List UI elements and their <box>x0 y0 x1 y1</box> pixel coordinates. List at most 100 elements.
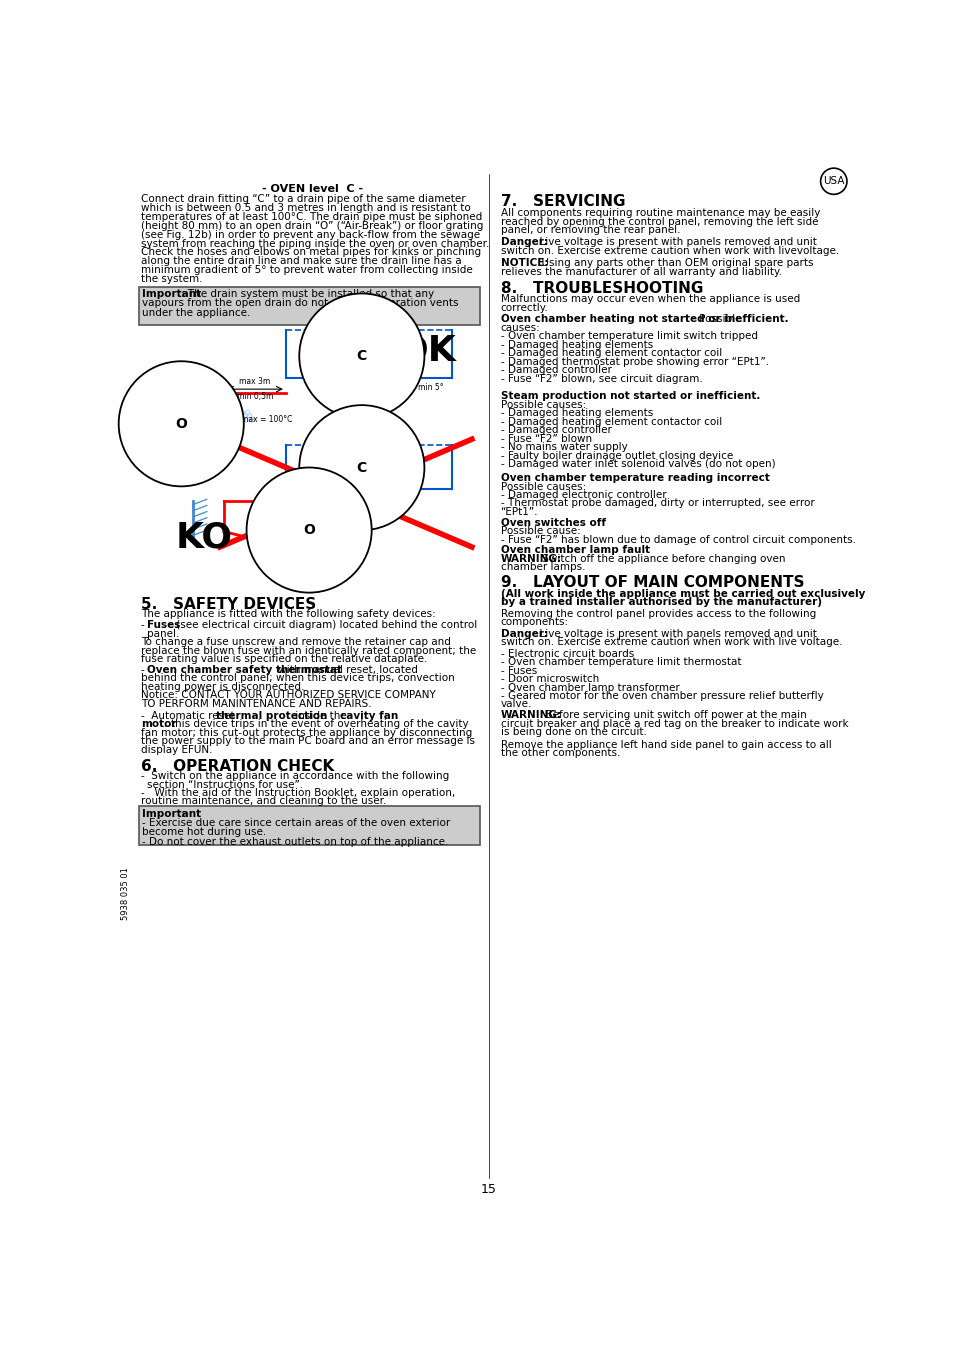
Text: reached by opening the control panel, removing the left side: reached by opening the control panel, re… <box>500 216 817 227</box>
Text: relieves the manufacturer of all warranty and liability.: relieves the manufacturer of all warrant… <box>500 267 781 277</box>
Text: The appliance is fitted with the following safety devices:: The appliance is fitted with the followi… <box>141 609 436 620</box>
Text: All components requiring routine maintenance may be easily: All components requiring routine mainten… <box>500 208 819 219</box>
Text: -  Automatic reset: - Automatic reset <box>141 711 237 721</box>
Text: -  Switch on the appliance in accordance with the following: - Switch on the appliance in accordance … <box>141 771 449 782</box>
Text: valve.: valve. <box>500 699 532 710</box>
Text: Live voltage is present with panels removed and unit: Live voltage is present with panels remo… <box>533 629 816 639</box>
Text: 6.   OPERATION CHECK: 6. OPERATION CHECK <box>141 759 334 774</box>
Text: replace the blown fuse with an identically rated component; the: replace the blown fuse with an identical… <box>141 645 476 656</box>
Text: Oven chamber lamp fault: Oven chamber lamp fault <box>500 545 649 555</box>
Text: - Damaged heating element contactor coil: - Damaged heating element contactor coil <box>500 348 721 358</box>
Text: section “Instructions for use”.: section “Instructions for use”. <box>147 779 303 790</box>
Text: become hot during use.: become hot during use. <box>142 828 267 837</box>
Text: USA: USA <box>822 177 843 186</box>
Text: (see electrical circuit diagram) located behind the control: (see electrical circuit diagram) located… <box>172 620 476 630</box>
Text: thermal protection: thermal protection <box>216 711 327 721</box>
Text: with manual reset, located: with manual reset, located <box>274 664 417 675</box>
Text: - Damaged electronic controller: - Damaged electronic controller <box>500 490 665 500</box>
Text: fuse rating value is specified on the relative dataplate.: fuse rating value is specified on the re… <box>141 653 427 664</box>
Text: which is between 0.5 and 3 metres in length and is resistant to: which is between 0.5 and 3 metres in len… <box>141 204 470 213</box>
Text: 0,08 m: 0,08 m <box>161 398 186 405</box>
Text: Steam production not started or inefficient.: Steam production not started or ineffici… <box>500 392 760 401</box>
Text: KO: KO <box>175 520 233 554</box>
Text: the power supply to the main PC board and an error message is: the power supply to the main PC board an… <box>141 736 475 747</box>
Text: min 0,5m: min 0,5m <box>236 393 273 401</box>
Text: routine maintenance, and cleaning to the user.: routine maintenance, and cleaning to the… <box>141 796 386 806</box>
Text: - Do not cover the exhaust outlets on top of the appliance.: - Do not cover the exhaust outlets on to… <box>142 837 449 846</box>
Text: - Electronic circuit boards: - Electronic circuit boards <box>500 648 633 659</box>
Text: WARNING:: WARNING: <box>500 710 561 721</box>
Text: Danger:: Danger: <box>500 238 547 247</box>
Text: - Oven chamber temperature limit switch tripped: - Oven chamber temperature limit switch … <box>500 331 757 342</box>
Text: 5.   SAFETY DEVICES: 5. SAFETY DEVICES <box>141 597 315 612</box>
Text: - Oven chamber lamp transformer: - Oven chamber lamp transformer <box>500 683 679 693</box>
Text: - Damaged thermostat probe showing error “EPt1”.: - Damaged thermostat probe showing error… <box>500 356 768 367</box>
Text: - No mains water supply: - No mains water supply <box>500 443 627 452</box>
Text: : this device trips in the event of overheating of the cavity: : this device trips in the event of over… <box>164 720 468 729</box>
Text: Important: Important <box>142 289 201 300</box>
Text: Check the hoses and elbows on metal pipes for kinks or pinching: Check the hoses and elbows on metal pipe… <box>141 247 480 258</box>
Text: Connect drain fitting “C” to a drain pipe of the same diameter: Connect drain fitting “C” to a drain pip… <box>141 194 465 204</box>
Text: fan motor; this cut-out protects the appliance by disconnecting: fan motor; this cut-out protects the app… <box>141 728 472 738</box>
Text: Oven chamber heating not started or inefficient.: Oven chamber heating not started or inef… <box>500 315 787 324</box>
Text: display EFUN.: display EFUN. <box>141 745 213 755</box>
Text: circuit breaker and place a red tag on the breaker to indicate work: circuit breaker and place a red tag on t… <box>500 718 847 729</box>
Text: components:: components: <box>500 617 568 626</box>
Text: O: O <box>303 522 314 537</box>
FancyBboxPatch shape <box>139 286 480 325</box>
Text: cavity fan: cavity fan <box>340 711 398 721</box>
Text: Removing the control panel provides access to the following: Removing the control panel provides acce… <box>500 609 815 618</box>
Text: - Thermostat probe damaged, dirty or interrupted, see error: - Thermostat probe damaged, dirty or int… <box>500 498 814 509</box>
Text: panel, or removing the rear panel.: panel, or removing the rear panel. <box>500 225 679 235</box>
Text: causes:: causes: <box>500 323 539 333</box>
Text: - Damaged controller: - Damaged controller <box>500 366 611 375</box>
Text: Possible causes:: Possible causes: <box>500 400 585 410</box>
Text: Notice: CONTACT YOUR AUTHORIZED SERVICE COMPANY: Notice: CONTACT YOUR AUTHORIZED SERVICE … <box>141 690 436 701</box>
Text: - Door microswitch: - Door microswitch <box>500 674 598 684</box>
Text: - Damaged heating elements: - Damaged heating elements <box>500 340 652 350</box>
Text: under the appliance.: under the appliance. <box>142 308 251 317</box>
Text: - Faulty boiler drainage outlet closing device: - Faulty boiler drainage outlet closing … <box>500 451 732 460</box>
Text: C: C <box>356 350 367 363</box>
Text: O: O <box>175 417 187 431</box>
Text: panel.: panel. <box>147 629 179 639</box>
Text: Switch off the appliance before changing oven: Switch off the appliance before changing… <box>538 554 785 564</box>
Text: :: : <box>181 809 185 819</box>
Text: C: C <box>356 460 367 475</box>
Text: - Fuses: - Fuses <box>500 666 537 675</box>
Text: - Damaged water inlet solenoid valves (do not open): - Damaged water inlet solenoid valves (d… <box>500 459 775 470</box>
Text: - Fuse “F2” blown, see circuit diagram.: - Fuse “F2” blown, see circuit diagram. <box>500 374 701 383</box>
Text: (height 80 mm) to an open drain “O” (“Air-Break”) or floor grating: (height 80 mm) to an open drain “O” (“Ai… <box>141 221 483 231</box>
Text: 9.   LAYOUT OF MAIN COMPONENTS: 9. LAYOUT OF MAIN COMPONENTS <box>500 575 803 590</box>
Text: Fuses: Fuses <box>147 620 180 630</box>
Text: - Fuse “F2” has blown due to damage of control circuit components.: - Fuse “F2” has blown due to damage of c… <box>500 535 855 544</box>
Text: by a trained installer authorised by the manufacturer): by a trained installer authorised by the… <box>500 597 821 608</box>
Text: NOTICE:: NOTICE: <box>500 258 547 269</box>
Text: behind the control panel; when this device trips, convection: behind the control panel; when this devi… <box>141 674 455 683</box>
Text: - Fuse “F2” blown: - Fuse “F2” blown <box>500 433 591 444</box>
Text: chamber lamps.: chamber lamps. <box>500 563 584 572</box>
Text: the other components.: the other components. <box>500 748 619 757</box>
Text: -   With the aid of the Instruction Booklet, explain operation,: - With the aid of the Instruction Bookle… <box>141 788 455 798</box>
Text: Possible cause:: Possible cause: <box>500 526 579 536</box>
Text: Possible: Possible <box>695 315 740 324</box>
Text: - Damaged heating elements: - Damaged heating elements <box>500 409 652 418</box>
Text: Possible causes:: Possible causes: <box>500 482 585 491</box>
Text: 15: 15 <box>480 1184 497 1196</box>
Text: (All work inside the appliance must be carried out exclusively: (All work inside the appliance must be c… <box>500 589 864 598</box>
Text: switch on. Exercise extreme caution when work with live voltage.: switch on. Exercise extreme caution when… <box>500 637 841 647</box>
Text: minimum gradient of 5° to prevent water from collecting inside: minimum gradient of 5° to prevent water … <box>141 265 472 275</box>
Text: is being done on the circuit.: is being done on the circuit. <box>500 728 646 737</box>
Text: 5938 035 01: 5938 035 01 <box>121 867 130 919</box>
Text: Oven chamber temperature reading incorrect: Oven chamber temperature reading incorre… <box>500 472 769 483</box>
Text: - Damaged heating element contactor coil: - Damaged heating element contactor coil <box>500 417 721 427</box>
Text: T max = 100°C: T max = 100°C <box>233 416 292 424</box>
Text: -: - <box>141 620 148 630</box>
Text: Remove the appliance left hand side panel to gain access to all: Remove the appliance left hand side pane… <box>500 740 830 749</box>
Text: Oven chamber safety thermostat: Oven chamber safety thermostat <box>147 664 342 675</box>
Text: Oven switches off: Oven switches off <box>500 518 605 528</box>
FancyBboxPatch shape <box>139 806 480 845</box>
Text: motor: motor <box>141 720 176 729</box>
Text: switch on. Exercise extreme caution when work with livevoltage.: switch on. Exercise extreme caution when… <box>500 246 838 256</box>
Text: the system.: the system. <box>141 274 202 284</box>
